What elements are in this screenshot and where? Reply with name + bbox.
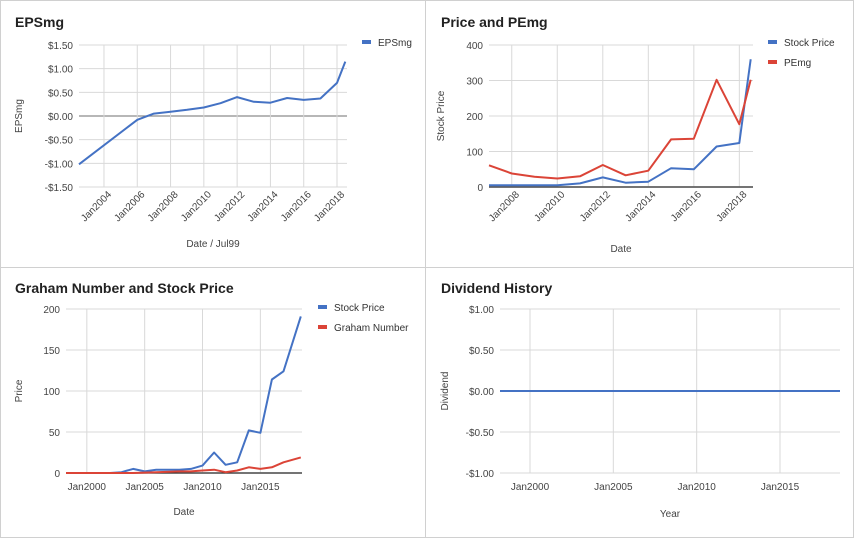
y-tick-label: 100 bbox=[466, 148, 483, 159]
y-tick-label: 400 bbox=[466, 41, 483, 52]
x-tick-label: Jan2010 bbox=[183, 482, 222, 493]
legend-swatch bbox=[318, 325, 327, 329]
y-tick-label: $0.50 bbox=[48, 88, 73, 99]
chart-title: EPSmg bbox=[15, 14, 64, 30]
legend-label: EPSmg bbox=[378, 38, 412, 49]
chart-title: Dividend History bbox=[441, 280, 552, 296]
x-tick-label: Jan2012 bbox=[578, 189, 613, 224]
x-tick-label: Jan2018 bbox=[312, 189, 347, 224]
x-tick-label: Jan2010 bbox=[179, 189, 214, 224]
y-tick-label: $0.00 bbox=[48, 112, 73, 123]
x-tick-label: Jan2004 bbox=[79, 189, 114, 224]
y-tick-label: $1.50 bbox=[48, 41, 73, 52]
y-tick-label: 200 bbox=[43, 305, 60, 316]
y-tick-label: -$0.50 bbox=[466, 428, 495, 439]
y-tick-label: -$1.00 bbox=[45, 159, 74, 170]
x-tick-label: Jan2010 bbox=[677, 482, 716, 493]
y-tick-label: $0.00 bbox=[469, 387, 494, 398]
y-tick-label: -$0.50 bbox=[45, 136, 74, 147]
x-tick-label: Jan2015 bbox=[761, 482, 800, 493]
x-tick-label: Jan2012 bbox=[212, 189, 247, 224]
y-tick-label: $1.00 bbox=[469, 305, 494, 316]
chart-svg: Graham Number and Stock Price 0 50 100 150 20… bbox=[14, 280, 409, 518]
chart-title: Price and PEmg bbox=[441, 14, 548, 30]
x-tick-label: Jan2016 bbox=[279, 189, 314, 224]
chart-panel-epsmg: EPSmg -$1.50 -$1.00 -$0.50 $0.00 $0.50 $1.00 $1… bbox=[0, 0, 426, 268]
legend-label: PEmg bbox=[784, 58, 811, 69]
legend-swatch bbox=[768, 40, 777, 44]
y-tick-label: $0.50 bbox=[469, 346, 494, 357]
x-tick-label: Jan2014 bbox=[246, 189, 281, 224]
chart-title: Graham Number and Stock Price bbox=[15, 280, 234, 296]
chart-panel-dividend-history: Dividend History -$1.00 -$0.50 $0.00 $0.50 $1… bbox=[426, 268, 854, 538]
chart-panel-price-pemg: Price and PEmg 0 100 200 300 400 Jan2008 Jan201… bbox=[426, 0, 854, 268]
chart-svg: Dividend History -$1.00 -$0.50 $0.00 $0.50 $1… bbox=[440, 280, 840, 520]
chart-svg: EPSmg -$1.50 -$1.00 -$0.50 $0.00 $0.50 $1.00 $1… bbox=[14, 14, 412, 250]
y-tick-label: 100 bbox=[43, 387, 60, 398]
y-tick-label: $1.00 bbox=[48, 65, 73, 76]
x-tick-label: Jan2005 bbox=[125, 482, 164, 493]
series-line-1 bbox=[66, 456, 302, 474]
y-tick-label: -$1.00 bbox=[466, 469, 495, 480]
y-tick-label: 200 bbox=[466, 112, 483, 123]
x-tick-label: Jan2005 bbox=[594, 482, 633, 493]
x-tick-label: Jan2010 bbox=[532, 189, 567, 224]
x-tick-label: Jan2015 bbox=[241, 482, 280, 493]
series-line-1 bbox=[488, 78, 752, 180]
x-tick-label: Jan2016 bbox=[669, 189, 704, 224]
chart-svg: Price and PEmg 0 100 200 300 400 Jan2008 Jan201… bbox=[436, 14, 835, 255]
y-tick-label: 0 bbox=[477, 183, 483, 194]
x-tick-label: Jan2000 bbox=[68, 482, 107, 493]
y-axis-title: Price bbox=[14, 379, 25, 402]
x-tick-label: Jan2008 bbox=[146, 189, 181, 224]
x-tick-label: Jan2018 bbox=[715, 189, 750, 224]
x-axis-title: Date bbox=[610, 244, 632, 255]
x-axis-title: Year bbox=[660, 509, 681, 520]
series-line-0 bbox=[66, 316, 302, 474]
chart-panel-graham-number: Graham Number and Stock Price 0 50 100 150 20… bbox=[0, 268, 426, 538]
y-tick-label: -$1.50 bbox=[45, 183, 74, 194]
x-tick-label: Jan2008 bbox=[487, 189, 522, 224]
legend-label: Stock Price bbox=[784, 38, 835, 49]
y-axis-title: Stock Price bbox=[436, 90, 447, 141]
legend-swatch bbox=[318, 305, 327, 309]
series-line-0 bbox=[78, 61, 347, 166]
x-tick-label: Jan2014 bbox=[624, 189, 659, 224]
x-tick-label: Jan2000 bbox=[511, 482, 550, 493]
legend-swatch bbox=[768, 60, 777, 64]
y-axis-title: Dividend bbox=[440, 372, 451, 411]
legend-swatch bbox=[362, 40, 371, 44]
series-line-0 bbox=[489, 59, 752, 187]
legend-label: Graham Number bbox=[334, 323, 409, 334]
y-tick-label: 300 bbox=[466, 77, 483, 88]
x-axis-title: Date / Jul99 bbox=[186, 239, 240, 250]
x-axis-title: Date bbox=[173, 507, 195, 518]
x-tick-label: Jan2006 bbox=[112, 189, 147, 224]
y-tick-label: 50 bbox=[49, 428, 61, 439]
y-tick-label: 150 bbox=[43, 346, 60, 357]
y-axis-title: EPSmg bbox=[14, 99, 25, 133]
y-tick-label: 0 bbox=[54, 469, 60, 480]
legend-label: Stock Price bbox=[334, 303, 385, 314]
